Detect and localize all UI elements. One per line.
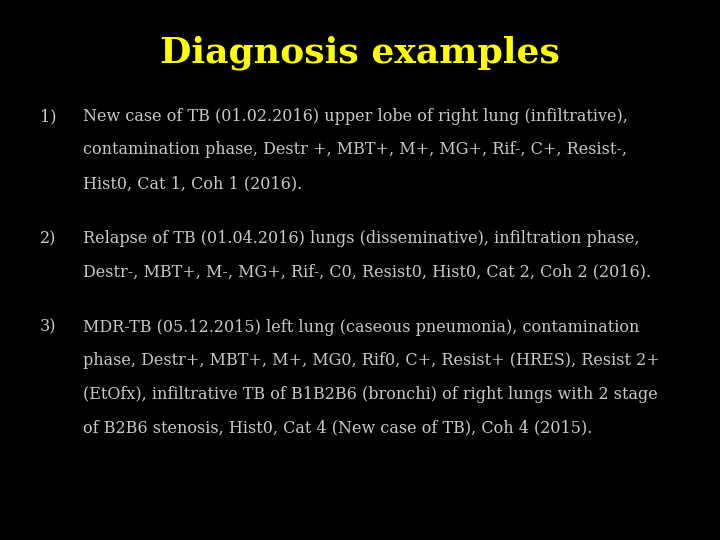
Text: 2): 2) [40, 230, 56, 247]
Text: MDR-TB (05.12.2015) left lung (caseous pneumonia), contamination: MDR-TB (05.12.2015) left lung (caseous p… [83, 319, 639, 335]
Text: (EtOfx), infiltrative TB of B1B2B6 (bronchi) of right lungs with 2 stage: (EtOfx), infiltrative TB of B1B2B6 (bron… [83, 386, 657, 402]
Text: of B2B6 stenosis, Hist0, Cat 4 (New case of TB), Coh 4 (2015).: of B2B6 stenosis, Hist0, Cat 4 (New case… [83, 419, 592, 436]
Text: Relapse of TB (01.04.2016) lungs (disseminative), infiltration phase,: Relapse of TB (01.04.2016) lungs (dissem… [83, 230, 639, 247]
Text: Hist0, Cat 1, Coh 1 (2016).: Hist0, Cat 1, Coh 1 (2016). [83, 175, 302, 192]
Text: Destr-, MBT+, M-, MG+, Rif-, C0, Resist0, Hist0, Cat 2, Coh 2 (2016).: Destr-, MBT+, M-, MG+, Rif-, C0, Resist0… [83, 264, 651, 280]
Text: contamination phase, Destr +, MBT+, M+, MG+, Rif-, C+, Resist-,: contamination phase, Destr +, MBT+, M+, … [83, 141, 627, 158]
Text: Diagnosis examples: Diagnosis examples [160, 35, 560, 70]
Text: 3): 3) [40, 319, 56, 335]
Text: 1): 1) [40, 108, 56, 125]
Text: phase, Destr+, MBT+, M+, MG0, Rif0, C+, Resist+ (HRES), Resist 2+: phase, Destr+, MBT+, M+, MG0, Rif0, C+, … [83, 352, 660, 369]
Text: New case of TB (01.02.2016) upper lobe of right lung (infiltrative),: New case of TB (01.02.2016) upper lobe o… [83, 108, 628, 125]
